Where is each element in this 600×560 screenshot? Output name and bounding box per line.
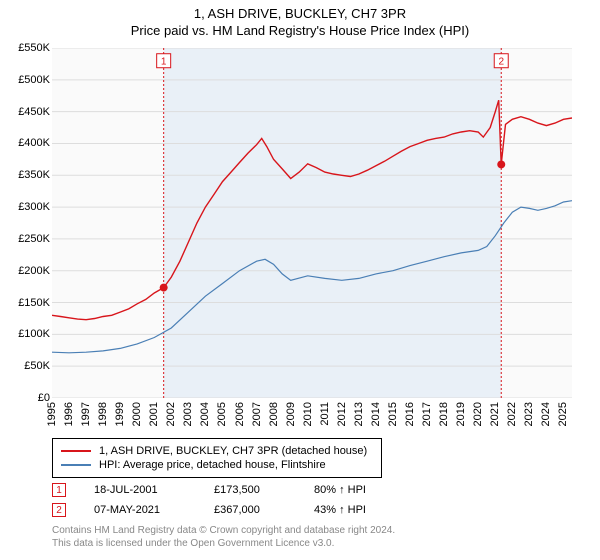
x-tick-label: 1996 bbox=[63, 402, 75, 426]
y-tick-label: £200K bbox=[10, 265, 50, 277]
x-tick-label: 2003 bbox=[182, 402, 194, 426]
y-tick-label: £150K bbox=[10, 297, 50, 309]
y-tick-label: £0 bbox=[10, 392, 50, 404]
x-tick-label: 2013 bbox=[353, 402, 365, 426]
x-tick-label: 2016 bbox=[404, 402, 416, 426]
legend-swatch bbox=[61, 450, 91, 452]
svg-text:1: 1 bbox=[161, 57, 167, 68]
legend-label: 1, ASH DRIVE, BUCKLEY, CH7 3PR (detached… bbox=[99, 445, 367, 457]
event-markers-table: 1 18-JUL-2001£173,50080% ↑ HPI 2 07-MAY-202… bbox=[52, 480, 414, 520]
x-tick-label: 2007 bbox=[251, 402, 263, 426]
svg-text:2: 2 bbox=[498, 57, 504, 68]
legend-swatch bbox=[61, 464, 91, 466]
legend-label: HPI: Average price, detached house, Flin… bbox=[99, 459, 326, 471]
y-tick-label: £400K bbox=[10, 137, 50, 149]
x-tick-label: 2000 bbox=[131, 402, 143, 426]
x-tick-label: 2001 bbox=[148, 402, 160, 426]
x-tick-label: 2009 bbox=[285, 402, 297, 426]
x-tick-label: 2023 bbox=[523, 402, 535, 426]
marker-price: £173,500 bbox=[214, 484, 314, 496]
y-tick-label: £500K bbox=[10, 74, 50, 86]
chart-svg: 12 bbox=[52, 48, 572, 398]
x-tick-label: 2002 bbox=[165, 402, 177, 426]
x-tick-label: 2004 bbox=[199, 402, 211, 426]
title-line-2: Price paid vs. HM Land Registry's House … bbox=[0, 23, 600, 38]
x-tick-label: 2024 bbox=[540, 402, 552, 426]
x-tick-label: 2021 bbox=[489, 402, 501, 426]
x-tick-label: 1999 bbox=[114, 402, 126, 426]
y-tick-label: £50K bbox=[10, 360, 50, 372]
x-tick-label: 2020 bbox=[472, 402, 484, 426]
y-tick-label: £300K bbox=[10, 201, 50, 213]
marker-pct: 80% ↑ HPI bbox=[314, 484, 414, 496]
marker-index-box: 1 bbox=[52, 483, 66, 497]
y-tick-label: £450K bbox=[10, 106, 50, 118]
x-tick-label: 1995 bbox=[46, 402, 58, 426]
y-tick-label: £250K bbox=[10, 233, 50, 245]
x-tick-label: 2010 bbox=[302, 402, 314, 426]
footer-attribution: Contains HM Land Registry data © Crown c… bbox=[52, 524, 395, 550]
x-tick-label: 2018 bbox=[438, 402, 450, 426]
marker-pct: 43% ↑ HPI bbox=[314, 504, 414, 516]
y-tick-label: £350K bbox=[10, 169, 50, 181]
marker-date: 18-JUL-2001 bbox=[94, 484, 214, 496]
x-tick-label: 2017 bbox=[421, 402, 433, 426]
y-tick-label: £550K bbox=[10, 42, 50, 54]
chart-area: 12 bbox=[52, 48, 572, 398]
legend-item: HPI: Average price, detached house, Flin… bbox=[61, 459, 373, 471]
x-tick-label: 2012 bbox=[336, 402, 348, 426]
marker-index-box: 2 bbox=[52, 503, 66, 517]
marker-row: 2 07-MAY-2021£367,00043% ↑ HPI bbox=[52, 500, 414, 520]
x-tick-label: 2005 bbox=[216, 402, 228, 426]
chart-title-block: 1, ASH DRIVE, BUCKLEY, CH7 3PR Price pai… bbox=[0, 0, 600, 38]
x-tick-label: 2015 bbox=[387, 402, 399, 426]
x-tick-label: 2014 bbox=[370, 402, 382, 426]
marker-row: 1 18-JUL-2001£173,50080% ↑ HPI bbox=[52, 480, 414, 500]
x-tick-label: 2011 bbox=[319, 402, 331, 426]
x-tick-label: 1998 bbox=[97, 402, 109, 426]
x-tick-label: 2022 bbox=[506, 402, 518, 426]
x-tick-label: 1997 bbox=[80, 402, 92, 426]
marker-date: 07-MAY-2021 bbox=[94, 504, 214, 516]
y-tick-label: £100K bbox=[10, 328, 50, 340]
x-tick-label: 2006 bbox=[234, 402, 246, 426]
legend: 1, ASH DRIVE, BUCKLEY, CH7 3PR (detached… bbox=[52, 438, 382, 478]
footer-line-2: This data is licensed under the Open Gov… bbox=[52, 537, 395, 550]
footer-line-1: Contains HM Land Registry data © Crown c… bbox=[52, 524, 395, 537]
legend-item: 1, ASH DRIVE, BUCKLEY, CH7 3PR (detached… bbox=[61, 445, 373, 457]
x-tick-label: 2019 bbox=[455, 402, 467, 426]
title-line-1: 1, ASH DRIVE, BUCKLEY, CH7 3PR bbox=[0, 6, 600, 21]
marker-price: £367,000 bbox=[214, 504, 314, 516]
x-tick-label: 2008 bbox=[268, 402, 280, 426]
x-tick-label: 2025 bbox=[557, 402, 569, 426]
